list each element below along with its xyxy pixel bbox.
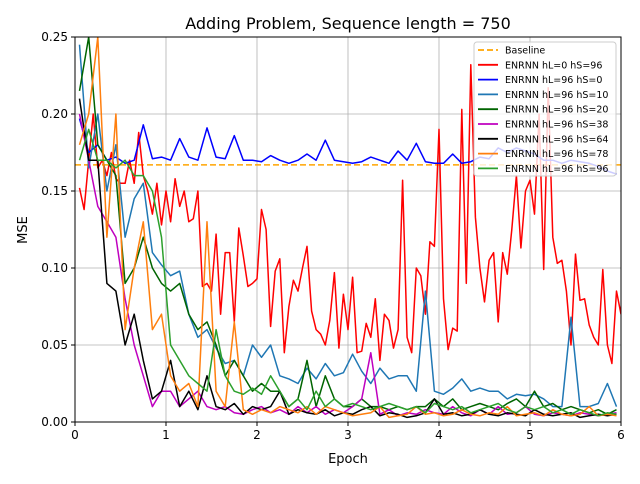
x-tick-label: 2: [253, 428, 261, 442]
y-tick-label: 0.05: [41, 338, 68, 352]
series-lines: [75, 37, 621, 419]
x-tick-label: 6: [617, 428, 625, 442]
legend-label: ENRNN hL=96 hS=0: [505, 75, 602, 86]
x-tick-label: 1: [162, 428, 170, 442]
legend-label: ENRNN hL=96 hS=78: [505, 149, 608, 160]
legend-label: ENRNN hL=96 hS=38: [505, 120, 608, 131]
x-tick-label: 3: [344, 428, 352, 442]
legend-label: ENRNN hL=0 hS=96: [505, 60, 602, 71]
y-axis-label: MSE: [16, 216, 31, 244]
x-tick-label: 4: [435, 428, 443, 442]
chart-title: Adding Problem, Sequence length = 750: [185, 14, 511, 33]
legend: Baseline ENRNN hL=0 hS=96 ENRNN hL=96 hS=0…: [473, 41, 617, 177]
series-line-2: [78, 44, 618, 408]
x-tick-label: 5: [526, 428, 534, 442]
x-axis-label: Epoch: [328, 452, 368, 467]
legend-label: ENRNN hL=96 hS=64: [505, 134, 608, 145]
series-line-7: [78, 128, 617, 417]
legend-label: ENRNN hL=96 hS=20: [505, 105, 608, 116]
y-tick-label: 0.10: [41, 261, 68, 275]
y-tick-label: 0.20: [41, 107, 68, 121]
legend-box: [473, 41, 617, 177]
series-line-0: [78, 63, 621, 365]
legend-label: Baseline: [505, 46, 545, 57]
ticks: 0 1 2 3 4 5 6 0.00 0.05 0.10 0.15 0.20 0.25: [41, 30, 625, 442]
y-tick-label: 0.25: [41, 30, 68, 44]
series-line-3: [78, 37, 617, 416]
x-tick-label: 0: [71, 428, 79, 442]
y-tick-label: 0.15: [41, 184, 68, 198]
series-line-6: [78, 37, 617, 419]
legend-label: ENRNN hL=96 hS=10: [505, 90, 608, 101]
legend-label: ENRNN hL=96 hS=96: [505, 164, 608, 175]
y-tick-label: 0.00: [41, 415, 68, 429]
